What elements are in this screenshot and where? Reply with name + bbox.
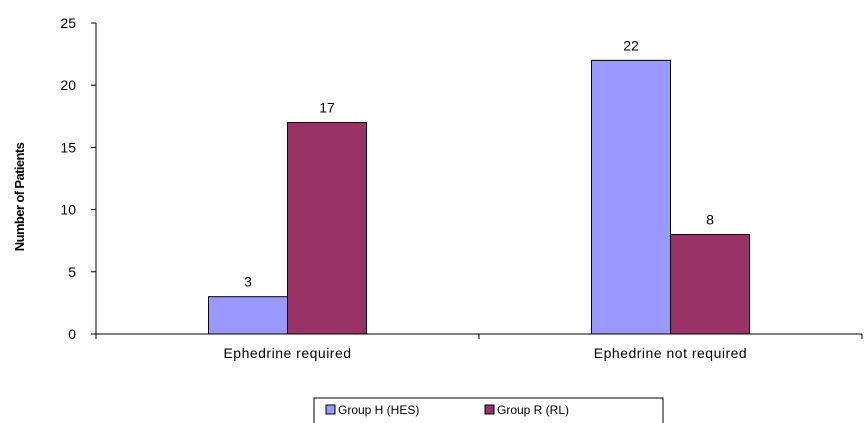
legend-swatch bbox=[484, 404, 495, 415]
x-category-label: Ephedrine not required bbox=[594, 345, 747, 361]
bar bbox=[670, 233, 750, 335]
bar bbox=[208, 296, 288, 335]
x-category-label: Ephedrine required bbox=[223, 345, 351, 361]
data-label: 8 bbox=[706, 211, 714, 227]
legend-label: Group H (HES) bbox=[338, 403, 419, 417]
data-label: 3 bbox=[244, 274, 252, 290]
legend-label: Group R (RL) bbox=[497, 403, 569, 417]
y-tick-label: 15 bbox=[60, 139, 76, 155]
data-labels: 3 17 22 8 bbox=[244, 37, 714, 289]
bars bbox=[208, 59, 750, 335]
y-tick-label: 10 bbox=[60, 202, 76, 218]
data-label: 22 bbox=[623, 37, 639, 53]
y-tick-label: 20 bbox=[60, 77, 76, 93]
y-tick-label: 5 bbox=[68, 264, 76, 280]
y-axis-ticks: 0 5 10 15 20 25 bbox=[60, 15, 96, 342]
bar bbox=[287, 122, 367, 335]
category-labels: Ephedrine required Ephedrine not required bbox=[223, 345, 747, 361]
legend: Group H (HES) Group R (RL) bbox=[313, 397, 664, 423]
y-tick-label: 0 bbox=[68, 326, 76, 342]
data-label: 17 bbox=[319, 100, 335, 116]
bar bbox=[591, 59, 671, 335]
legend-swatch bbox=[325, 404, 336, 415]
y-axis-label: Number of Patients bbox=[12, 142, 27, 251]
y-tick-label: 25 bbox=[60, 15, 76, 31]
